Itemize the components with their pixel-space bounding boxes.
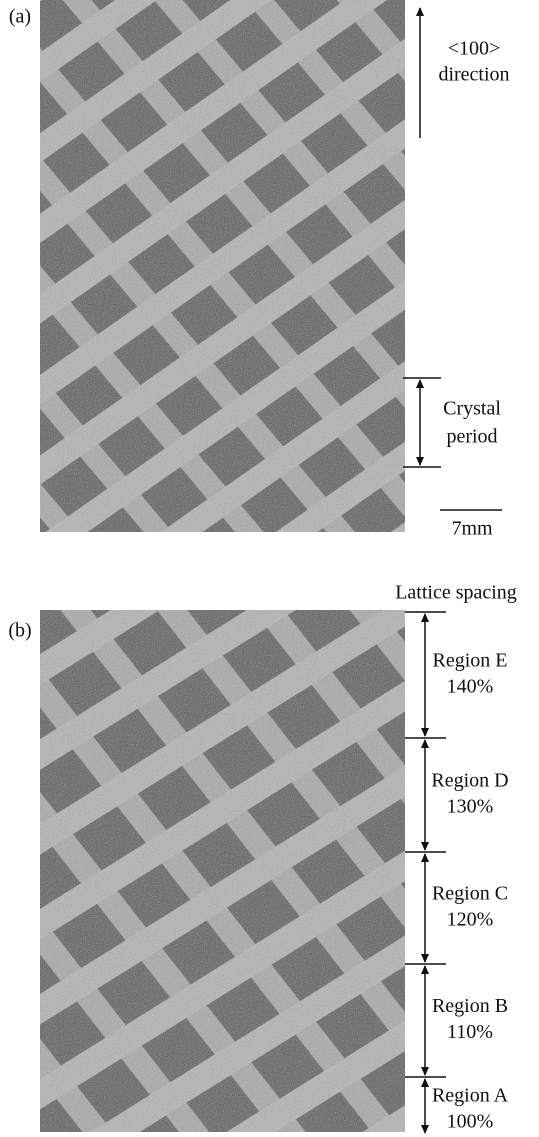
region-spacing: 120% xyxy=(447,909,494,931)
period-label: Crystal xyxy=(443,398,501,420)
scale-label: 7mm xyxy=(451,518,493,540)
direction-label: direction xyxy=(438,64,509,86)
region-spacing: 130% xyxy=(447,796,494,818)
panel-label: (a) xyxy=(9,6,31,28)
region-spacing: 110% xyxy=(447,1021,493,1043)
region-spacing: 100% xyxy=(447,1111,494,1133)
direction-label: <100> xyxy=(448,38,501,60)
region-name: Region E xyxy=(433,650,508,672)
figure: (a) <100> direction Crystal period 7mm (… xyxy=(0,0,539,1137)
panel-label: (b) xyxy=(8,620,31,642)
region-spacing: 140% xyxy=(447,676,494,698)
region-name: Region A xyxy=(432,1085,509,1107)
heading: Lattice spacing xyxy=(395,582,517,604)
region-name: Region C xyxy=(432,883,508,905)
region-name: Region D xyxy=(431,770,508,792)
lattice-image-b xyxy=(40,610,405,1132)
lattice-image-a xyxy=(40,0,405,532)
regions: Region E 140% Region D 130% Region C 120% Regi… xyxy=(405,612,509,1133)
region-name: Region B xyxy=(432,995,508,1017)
period-label: period xyxy=(446,426,497,448)
